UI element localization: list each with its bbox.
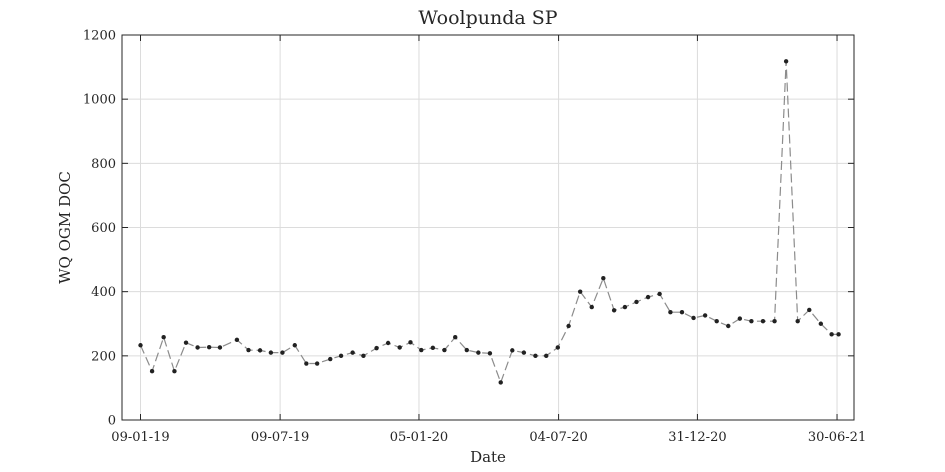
data-point	[510, 348, 515, 353]
y-axis-title: WQ OGM DOC	[56, 171, 74, 284]
x-tick-label: 30-06-21	[808, 430, 866, 445]
data-series	[138, 59, 841, 385]
data-point	[361, 353, 366, 359]
data-point	[601, 275, 606, 281]
data-point	[645, 294, 651, 300]
data-point	[829, 332, 834, 337]
data-point	[760, 318, 766, 324]
axis-ticks: 0 200 400 600 800 1000 1200 09-01-19 09-07-19 05-…	[83, 29, 866, 446]
data-point	[453, 335, 458, 340]
data-point	[419, 347, 424, 353]
data-point	[183, 340, 189, 345]
data-point	[314, 361, 320, 366]
y-tick-label: 800	[91, 157, 116, 172]
data-point	[350, 350, 355, 355]
y-tick-label: 600	[91, 221, 116, 236]
y-tick-label: 400	[91, 285, 116, 300]
data-point	[634, 299, 639, 305]
data-point	[234, 337, 240, 342]
data-point	[374, 345, 379, 351]
data-point	[714, 318, 719, 324]
data-point	[498, 380, 503, 385]
data-point	[257, 348, 263, 353]
x-tick-label: 09-07-19	[251, 430, 309, 445]
data-point	[397, 345, 402, 350]
data-point	[487, 351, 493, 356]
data-point	[206, 344, 212, 350]
data-point	[521, 350, 527, 355]
series-line	[139, 61, 839, 385]
data-point	[172, 369, 177, 374]
data-point	[622, 304, 628, 310]
data-point	[749, 318, 754, 324]
data-point	[280, 350, 285, 355]
y-tick-label: 200	[91, 349, 116, 364]
data-point	[385, 340, 391, 346]
data-point	[246, 347, 251, 353]
data-point	[195, 345, 200, 350]
data-point	[292, 343, 297, 348]
data-point	[149, 369, 155, 374]
x-tick-label: 09-01-19	[111, 430, 169, 445]
data-point	[818, 321, 824, 326]
data-point	[268, 350, 274, 355]
data-point	[668, 310, 673, 315]
data-point	[544, 353, 549, 359]
data-point	[807, 307, 812, 313]
data-point	[338, 353, 344, 359]
data-point	[657, 291, 662, 297]
data-point	[304, 361, 309, 366]
data-point	[611, 308, 617, 313]
y-tick-label: 0	[108, 414, 116, 429]
data-point	[408, 340, 413, 345]
data-point	[795, 318, 800, 324]
data-point	[566, 323, 571, 329]
data-point	[589, 304, 594, 310]
x-tick-label: 05-01-20	[390, 430, 448, 445]
x-axis-title: Date	[470, 448, 506, 466]
data-point	[217, 345, 223, 350]
data-point	[442, 347, 447, 353]
data-point	[464, 347, 469, 353]
data-point	[783, 59, 789, 64]
data-point	[836, 332, 841, 337]
data-point	[737, 316, 743, 321]
data-point	[476, 350, 481, 355]
data-point	[577, 289, 583, 294]
y-tick-label: 1000	[83, 93, 116, 108]
y-tick-label: 1200	[83, 29, 116, 44]
data-point	[328, 356, 333, 362]
chart-title: Woolpunda SP	[418, 7, 557, 29]
x-tick-label: 04-07-20	[529, 430, 587, 445]
data-point	[702, 313, 708, 318]
data-point	[772, 318, 777, 324]
data-point	[161, 335, 166, 340]
grid-lines	[122, 34, 854, 421]
data-point	[533, 353, 538, 359]
data-point	[726, 323, 731, 329]
data-point	[691, 315, 696, 321]
data-point	[679, 310, 685, 315]
data-point	[555, 345, 561, 350]
x-tick-label: 31-12-20	[668, 430, 726, 445]
data-point	[138, 343, 143, 348]
data-point	[430, 345, 436, 351]
